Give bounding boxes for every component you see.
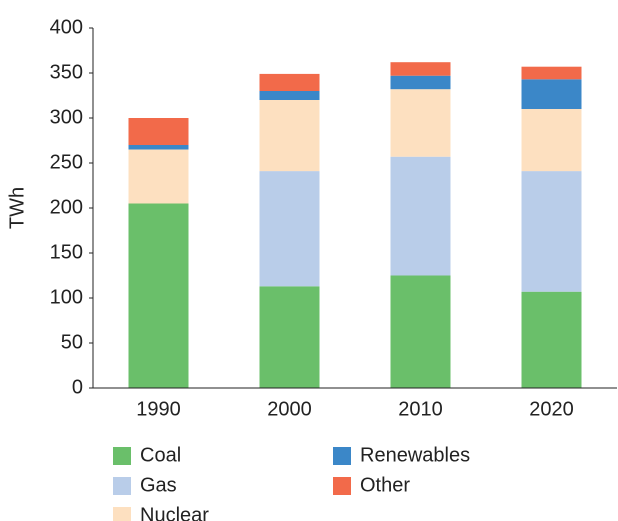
x-tick-label: 2020 xyxy=(529,398,574,420)
legend-swatch xyxy=(333,477,351,495)
bar-segment xyxy=(259,100,320,172)
legend-label: Coal xyxy=(140,444,181,466)
bar-segment xyxy=(259,286,320,388)
legend-swatch xyxy=(333,447,351,465)
bar-segment xyxy=(521,66,582,80)
bar-segment xyxy=(390,275,451,388)
y-tick-label: 400 xyxy=(50,16,83,38)
legend-label: Nuclear xyxy=(140,504,209,521)
legend-swatch xyxy=(113,477,131,495)
bar-segment xyxy=(521,291,582,388)
legend-swatch xyxy=(113,447,131,465)
bar-segment xyxy=(521,79,582,109)
x-tick-label: 1990 xyxy=(136,398,181,420)
y-axis-label: TWh xyxy=(6,187,28,229)
y-tick-label: 250 xyxy=(50,151,83,173)
x-tick-label: 2010 xyxy=(398,398,443,420)
legend-label: Gas xyxy=(140,474,177,496)
bar-segment xyxy=(128,118,189,145)
bar-segment xyxy=(259,171,320,287)
legend-label: Other xyxy=(360,474,410,496)
bar-segment xyxy=(259,73,320,91)
bar-segment xyxy=(521,109,582,172)
bar-segment xyxy=(128,203,189,388)
bar-segment xyxy=(259,91,320,100)
bar-segment xyxy=(128,149,189,204)
y-tick-label: 50 xyxy=(61,331,83,353)
y-tick-label: 200 xyxy=(50,196,83,218)
bar-segment xyxy=(521,171,582,292)
bar-segment xyxy=(390,156,451,276)
bar-segment xyxy=(390,75,451,90)
legend-swatch xyxy=(113,507,131,521)
x-tick-label: 2000 xyxy=(267,398,312,420)
y-tick-label: 0 xyxy=(72,376,83,398)
bar-segment xyxy=(390,89,451,157)
y-tick-label: 100 xyxy=(50,286,83,308)
y-tick-label: 350 xyxy=(50,61,83,83)
bar-segment xyxy=(128,145,189,150)
y-tick-label: 150 xyxy=(50,241,83,263)
y-tick-label: 300 xyxy=(50,106,83,128)
legend-label: Renewables xyxy=(360,444,470,466)
bar-segment xyxy=(390,62,451,76)
